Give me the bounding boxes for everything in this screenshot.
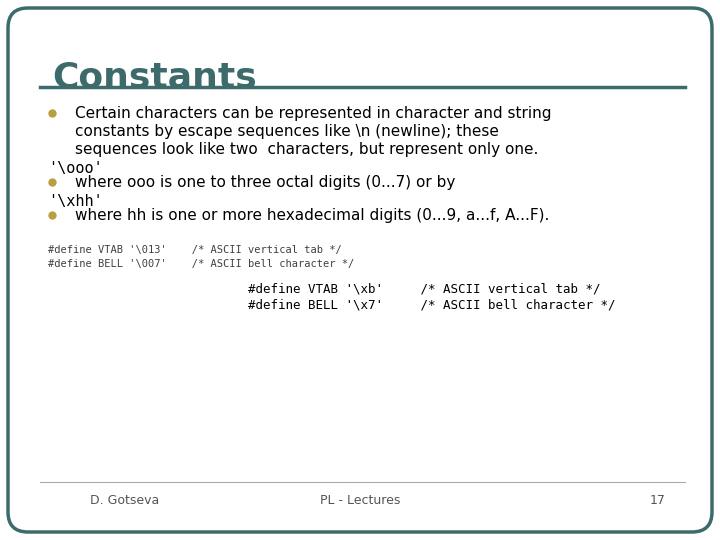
Text: where hh is one or more hexadecimal digits (0...9, a...f, A...F).: where hh is one or more hexadecimal digi… (75, 208, 549, 223)
Text: 17: 17 (650, 494, 666, 507)
Text: Certain characters can be represented in character and string: Certain characters can be represented in… (75, 106, 552, 121)
Text: where ooo is one to three octal digits (0...7) or by: where ooo is one to three octal digits (… (75, 175, 455, 190)
Text: D. Gotseva: D. Gotseva (90, 494, 159, 507)
Text: #define BELL '\x7'     /* ASCII bell character */: #define BELL '\x7' /* ASCII bell charact… (248, 299, 616, 312)
Text: PL - Lectures: PL - Lectures (320, 494, 400, 507)
Text: sequences look like two  characters, but represent only one.: sequences look like two characters, but … (75, 142, 539, 157)
Text: Constants: Constants (52, 60, 257, 94)
Text: #define VTAB '\xb'     /* ASCII vertical tab */: #define VTAB '\xb' /* ASCII vertical tab… (248, 282, 600, 295)
Text: '\ooo': '\ooo' (48, 161, 103, 176)
Text: #define VTAB '\013'    /* ASCII vertical tab */: #define VTAB '\013' /* ASCII vertical ta… (48, 245, 342, 255)
Text: constants by escape sequences like \n (newline); these: constants by escape sequences like \n (n… (75, 124, 499, 139)
Text: '\xhh': '\xhh' (48, 194, 103, 209)
Text: #define BELL '\007'    /* ASCII bell character */: #define BELL '\007' /* ASCII bell charac… (48, 259, 354, 269)
FancyBboxPatch shape (8, 8, 712, 532)
